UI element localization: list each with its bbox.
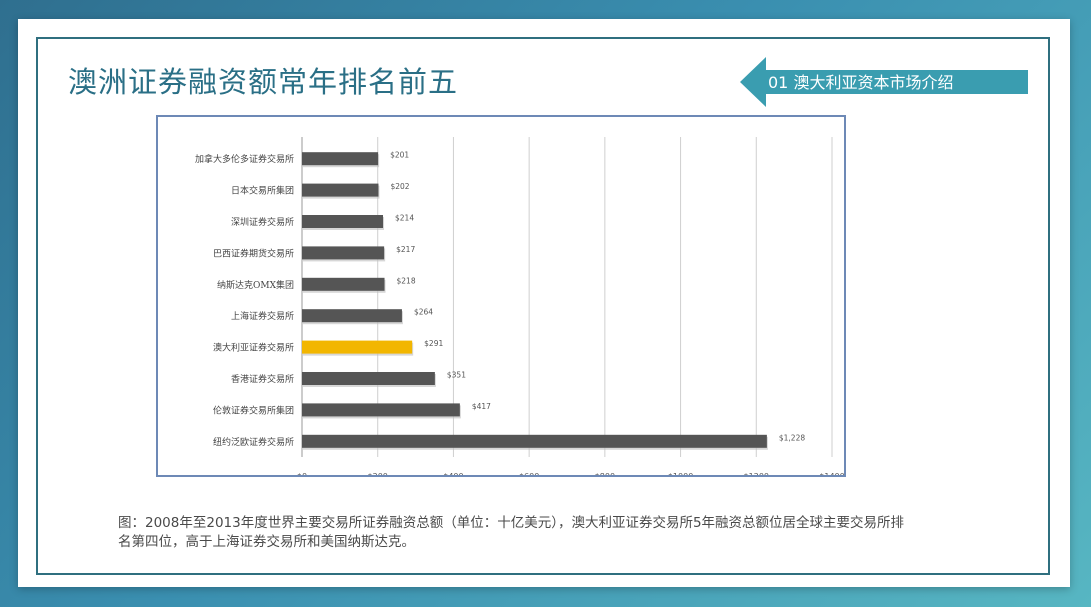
bar: [302, 215, 384, 228]
x-tick-label: $1200: [744, 472, 769, 475]
bar: [302, 434, 767, 448]
data-label: $214: [395, 214, 414, 223]
x-tick-label: $800: [595, 472, 615, 475]
x-tick-label: $600: [519, 472, 539, 475]
bar: [302, 403, 460, 417]
category-label: 加拿大多伦多证券交易所: [195, 153, 294, 165]
bar: [302, 152, 379, 166]
category-label: 纽约泛欧证券交易所: [213, 436, 294, 448]
bar: [302, 183, 379, 197]
category-label: 纳斯达克OMX集团: [217, 279, 294, 291]
bar-chart: $0 $200 $400 $600 $800 $1000 $1200 $1400 加拿大多伦多证…: [156, 115, 846, 477]
x-tick-label: $1400: [819, 472, 844, 475]
slide: 澳洲证券融资额常年排名前五 01 澳大利亚资本市场介绍 $0 $200 $400 $6…: [18, 19, 1070, 587]
x-tick-label: $0: [297, 472, 307, 475]
bar: [302, 246, 385, 260]
bar: [302, 372, 435, 385]
data-label: $351: [447, 371, 466, 380]
category-label: 上海证券交易所: [231, 310, 294, 322]
bar: [302, 309, 402, 323]
category-label: 巴西证券期货交易所: [213, 247, 294, 259]
section-tag-arrow-icon: [740, 57, 1028, 107]
data-label: $1,228: [779, 433, 805, 442]
bar: [302, 277, 385, 291]
section-tag: 01 澳大利亚资本市场介绍: [740, 57, 1028, 107]
data-label: $217: [396, 245, 415, 254]
data-label: $417: [472, 402, 491, 411]
category-label: 日本交易所集团: [231, 185, 294, 197]
category-label: 澳大利亚证券交易所: [213, 342, 294, 354]
x-tick-label: $1000: [668, 472, 693, 475]
data-label: $218: [397, 276, 416, 285]
slide-title: 澳洲证券融资额常年排名前五: [68, 65, 459, 99]
category-label: 伦敦证券交易所集团: [213, 404, 294, 416]
figure-caption: 图：2008年至2013年度世界主要交易所证券融资总额（单位：十亿美元），澳大利…: [118, 515, 905, 550]
bar-highlight: [302, 340, 413, 354]
category-label: 香港证券交易所: [231, 373, 294, 385]
x-tick-label: $200: [368, 472, 388, 475]
bar-chart-svg: $0 $200 $400 $600 $800 $1000 $1200 $1400 加拿大多伦多证…: [195, 137, 844, 475]
category-label: 深圳证券交易所: [231, 216, 294, 228]
x-tick-label: $400: [443, 472, 463, 475]
data-label: $201: [390, 151, 409, 160]
data-label: $264: [414, 308, 433, 317]
data-label: $202: [390, 182, 409, 191]
slide-frame: [36, 37, 1050, 575]
data-label: $291: [424, 339, 443, 348]
section-tag-label: 01 澳大利亚资本市场介绍: [768, 73, 954, 92]
